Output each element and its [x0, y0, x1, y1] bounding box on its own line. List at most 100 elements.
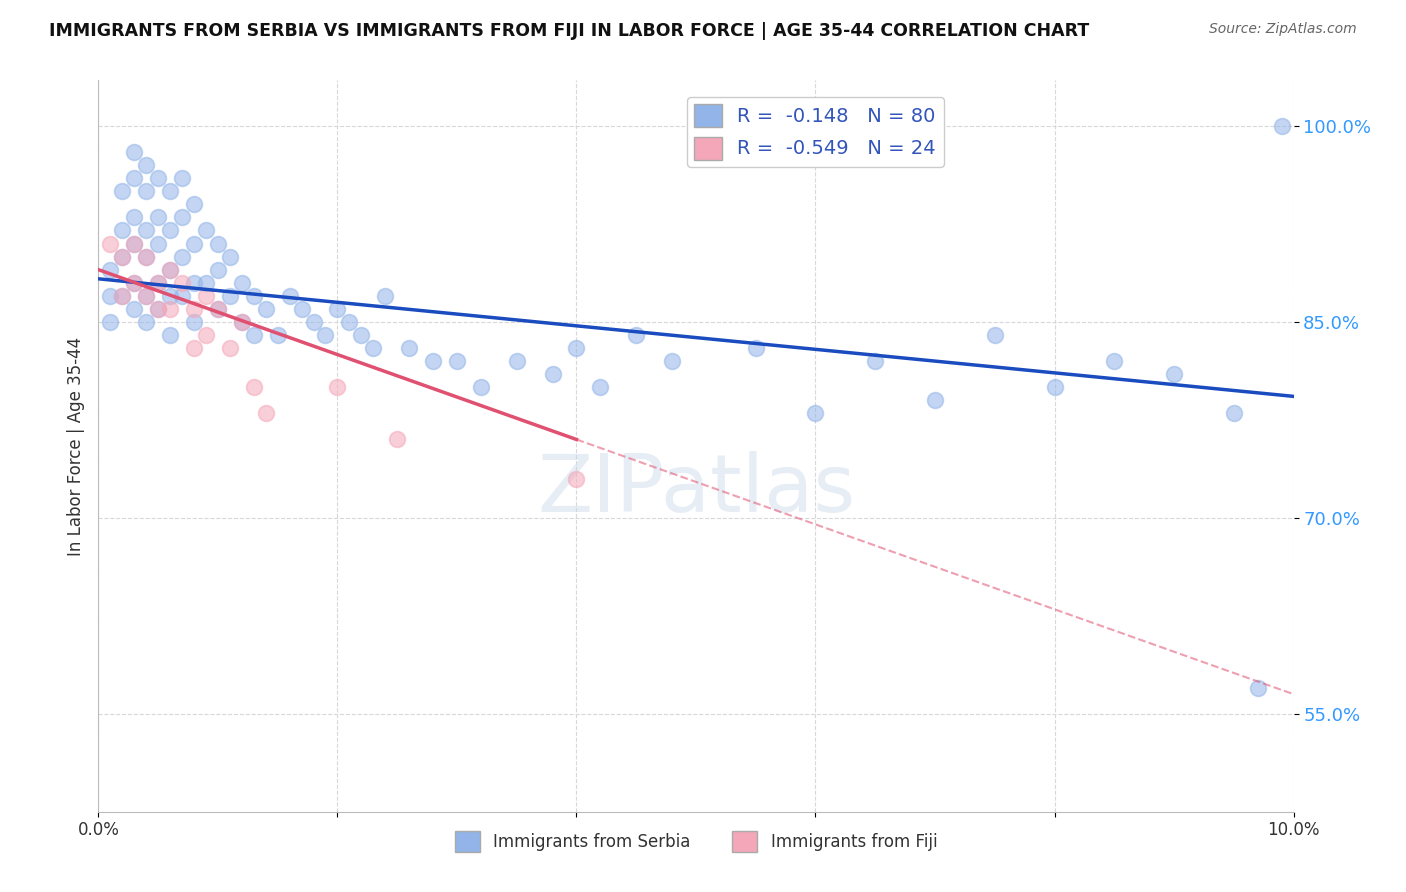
Point — [231, 276, 253, 290]
Point — [148, 276, 170, 290]
Point — [172, 276, 194, 290]
Point — [1223, 406, 1246, 420]
Point — [541, 367, 564, 381]
Point — [124, 236, 146, 251]
Point — [135, 289, 157, 303]
Point — [159, 289, 181, 303]
Point — [124, 276, 146, 290]
Point — [183, 341, 205, 355]
Point — [626, 328, 648, 343]
Point — [135, 250, 157, 264]
Point — [111, 289, 134, 303]
Point — [183, 301, 205, 316]
Point — [135, 289, 157, 303]
Text: IMMIGRANTS FROM SERBIA VS IMMIGRANTS FROM FIJI IN LABOR FORCE | AGE 35-44 CORREL: IMMIGRANTS FROM SERBIA VS IMMIGRANTS FRO… — [49, 22, 1090, 40]
Point — [374, 289, 396, 303]
Point — [135, 223, 157, 237]
Point — [291, 301, 314, 316]
Point — [326, 301, 349, 316]
Point — [984, 328, 1007, 343]
Point — [661, 354, 683, 368]
Point — [148, 301, 170, 316]
Y-axis label: In Labor Force | Age 35-44: In Labor Force | Age 35-44 — [66, 336, 84, 556]
Point — [159, 328, 181, 343]
Point — [254, 301, 277, 316]
Point — [267, 328, 290, 343]
Point — [326, 380, 349, 394]
Point — [302, 315, 325, 329]
Point — [1247, 681, 1270, 695]
Point — [135, 315, 157, 329]
Point — [111, 250, 134, 264]
Point — [243, 328, 266, 343]
Point — [172, 211, 194, 225]
Point — [243, 380, 266, 394]
Point — [1163, 367, 1185, 381]
Point — [195, 276, 218, 290]
Point — [924, 393, 946, 408]
Point — [398, 341, 420, 355]
Point — [135, 250, 157, 264]
Point — [363, 341, 385, 355]
Point — [745, 341, 768, 355]
Point — [148, 236, 170, 251]
Point — [804, 406, 827, 420]
Point — [124, 171, 146, 186]
Point — [98, 236, 122, 251]
Point — [339, 315, 361, 329]
Point — [243, 289, 266, 303]
Point — [207, 301, 229, 316]
Point — [195, 328, 218, 343]
Point — [172, 250, 194, 264]
Point — [385, 433, 409, 447]
Point — [219, 341, 242, 355]
Point — [278, 289, 301, 303]
Point — [98, 262, 122, 277]
Point — [254, 406, 277, 420]
Text: ZIPatlas: ZIPatlas — [537, 450, 855, 529]
Point — [565, 341, 588, 355]
Point — [124, 211, 146, 225]
Point — [422, 354, 444, 368]
Point — [124, 276, 146, 290]
Point — [159, 184, 181, 198]
Point — [183, 197, 205, 211]
Point — [159, 262, 181, 277]
Point — [172, 171, 194, 186]
Point — [506, 354, 529, 368]
Point — [135, 158, 157, 172]
Point — [159, 223, 181, 237]
Point — [183, 236, 205, 251]
Point — [159, 262, 181, 277]
Point — [148, 171, 170, 186]
Point — [589, 380, 612, 394]
Point — [98, 289, 122, 303]
Point — [111, 250, 134, 264]
Point — [124, 236, 146, 251]
Point — [195, 223, 218, 237]
Point — [1271, 119, 1294, 133]
Point — [148, 211, 170, 225]
Point — [1104, 354, 1126, 368]
Point — [148, 276, 170, 290]
Point — [446, 354, 468, 368]
Text: Source: ZipAtlas.com: Source: ZipAtlas.com — [1209, 22, 1357, 37]
Point — [159, 301, 181, 316]
Point — [1043, 380, 1066, 394]
Point — [231, 315, 253, 329]
Point — [470, 380, 492, 394]
Point — [207, 262, 229, 277]
Point — [135, 184, 157, 198]
Point — [98, 315, 122, 329]
Point — [148, 301, 170, 316]
Point — [111, 223, 134, 237]
Point — [172, 289, 194, 303]
Point — [207, 236, 229, 251]
Point — [219, 250, 242, 264]
Point — [111, 289, 134, 303]
Point — [207, 301, 229, 316]
Point — [565, 472, 588, 486]
Point — [124, 145, 146, 160]
Point — [865, 354, 887, 368]
Point — [183, 276, 205, 290]
